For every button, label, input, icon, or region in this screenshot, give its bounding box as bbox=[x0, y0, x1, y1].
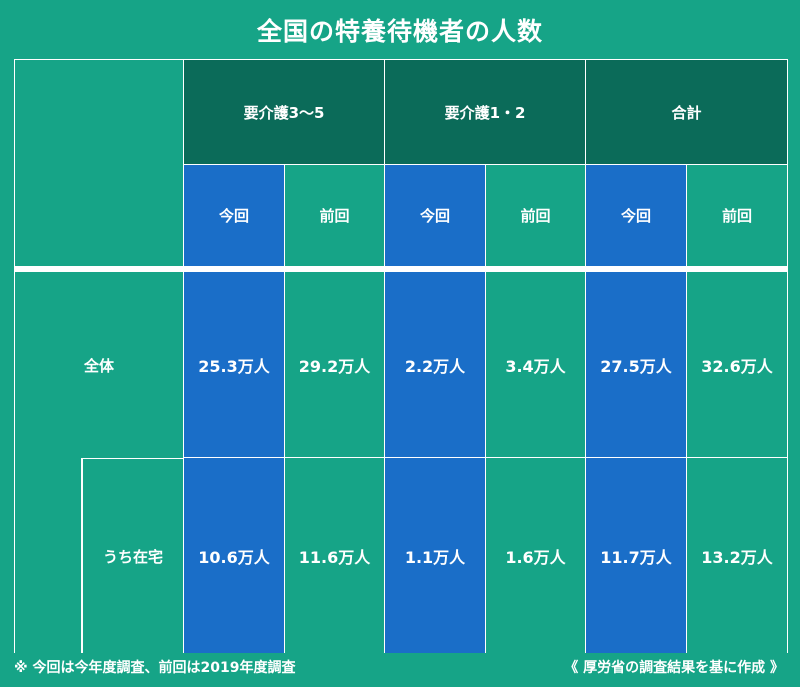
value-at-home-care-1-2-current: 1.1万人 bbox=[385, 458, 486, 653]
value-at-home-care-1-2-previous: 1.6万人 bbox=[486, 458, 586, 653]
row-label-left-strip bbox=[15, 458, 82, 653]
row-label-overall: 全体 bbox=[15, 272, 184, 458]
value-overall-care-1-2-current: 2.2万人 bbox=[385, 272, 486, 458]
source-note: 《 厚労省の調査結果を基に作成 》 bbox=[564, 660, 784, 676]
header-separator bbox=[15, 267, 788, 272]
group-header-total: 合計 bbox=[586, 60, 788, 165]
value-overall-care-3-5-previous: 29.2万人 bbox=[285, 272, 385, 458]
row-label-at-home: うち在宅 bbox=[82, 458, 184, 653]
value-at-home-total-current: 11.7万人 bbox=[586, 458, 687, 653]
subheader-previous-total: 前回 bbox=[687, 165, 788, 267]
footnote: ※ 今回は今年度調査、前回は2019年度調査 bbox=[14, 660, 296, 676]
value-at-home-total-previous: 13.2万人 bbox=[687, 458, 788, 653]
value-overall-total-previous: 32.6万人 bbox=[687, 272, 788, 458]
value-at-home-care-3-5-previous: 11.6万人 bbox=[285, 458, 385, 653]
subheader-current-care-1-2: 今回 bbox=[385, 165, 486, 267]
group-header-care-1-2: 要介護1・2 bbox=[385, 60, 586, 165]
data-table: 要介護3〜5 要介護1・2 合計 今回 前回 今回 前回 今回 前回 全体 うち… bbox=[14, 59, 788, 653]
group-header-care-3-5: 要介護3〜5 bbox=[184, 60, 385, 165]
chart-title: 全国の特養待機者の人数 bbox=[256, 17, 543, 46]
corner-cell bbox=[15, 60, 184, 267]
subheader-previous-care-3-5: 前回 bbox=[285, 165, 385, 267]
value-at-home-care-3-5-current: 10.6万人 bbox=[184, 458, 285, 653]
subheader-current-total: 今回 bbox=[586, 165, 687, 267]
value-overall-care-1-2-previous: 3.4万人 bbox=[486, 272, 586, 458]
subheader-current-care-3-5: 今回 bbox=[184, 165, 285, 267]
value-overall-care-3-5-current: 25.3万人 bbox=[184, 272, 285, 458]
value-overall-total-current: 27.5万人 bbox=[586, 272, 687, 458]
subheader-previous-care-1-2: 前回 bbox=[486, 165, 586, 267]
